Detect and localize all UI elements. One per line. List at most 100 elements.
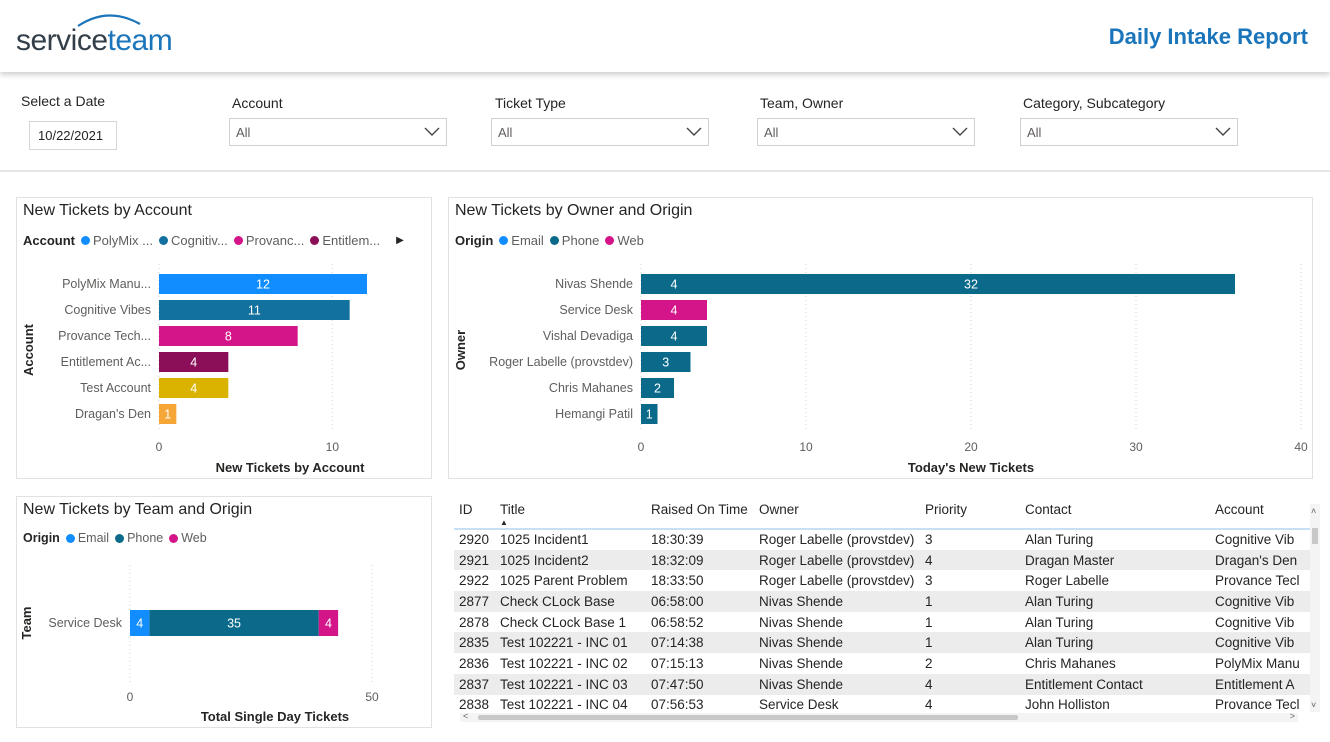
scroll-up-icon[interactable]: ˄	[1311, 506, 1317, 516]
table-row[interactable]: 2835 Test 102221 - INC 01 07:14:38 Nivas Sh…	[454, 632, 1310, 654]
table-cell-priority: 1	[920, 591, 1020, 612]
column-header-account[interactable]: Account	[1210, 496, 1310, 530]
table-row[interactable]: 2837 Test 102221 - INC 03 07:47:50 Nivas Sh…	[454, 673, 1310, 695]
table-cell-priority: 1	[920, 632, 1020, 654]
table-cell-contact: Roger Labelle	[1025, 573, 1110, 589]
table-vertical-scrollbar[interactable]: ˄ ˅	[1310, 504, 1320, 712]
column-header-priority[interactable]: Priority	[920, 496, 1020, 530]
x-axis-title: Today's New Tickets	[908, 460, 1034, 475]
team-chart-title: New Tickets by Team and Origin	[23, 501, 253, 518]
category-filter-dropdown[interactable]: All	[1020, 118, 1238, 146]
table-cell-raised-on-time: 18:32:09	[646, 549, 754, 571]
scroll-right-icon[interactable]: ˃	[1289, 711, 1295, 721]
ticket-type-filter-dropdown[interactable]: All	[491, 118, 709, 146]
legend-next-arrow-icon[interactable]: ▶	[396, 235, 404, 246]
scroll-left-icon[interactable]: ˂	[463, 711, 469, 721]
legend-dot	[549, 236, 559, 245]
date-input[interactable]: 10/22/2021	[29, 121, 117, 150]
table-cell-raised-on-time: 07:47:50	[646, 673, 754, 695]
column-header-title[interactable]: Title ▲	[495, 496, 646, 530]
legend-label: Web	[617, 233, 644, 248]
bar	[159, 274, 367, 294]
bar	[159, 352, 229, 372]
x-tick-label: 40	[1294, 440, 1308, 454]
ticket-type-filter-label: Ticket Type	[495, 95, 566, 111]
legend-item: Phone	[115, 531, 163, 545]
table-cell-id: 2922	[459, 573, 490, 589]
x-tick-label: 10	[326, 440, 340, 454]
table-row[interactable]: 2877 Check CLock Base 06:58:00 Nivas Shende…	[454, 591, 1310, 612]
table-row[interactable]: 2921 1025 Incident2 18:32:09 Roger Labelle …	[454, 549, 1310, 571]
table-cell-raised-on-time: 06:58:52	[651, 614, 704, 630]
x-tick-label: 0	[638, 440, 645, 454]
owner-chart-card: New Tickets by Owner and Origin Origin E…	[448, 197, 1313, 479]
table-cell-account: Cognitive Vib	[1215, 614, 1295, 630]
data-label: 35	[227, 617, 241, 631]
column-header-id[interactable]: ID	[454, 496, 495, 530]
chevron-down-icon	[424, 127, 440, 136]
column-header-contact[interactable]: Contact	[1020, 496, 1210, 530]
bar	[641, 404, 658, 424]
table-row[interactable]: 2838 Test 102221 - INC 04 07:56:53 Service …	[454, 695, 1310, 716]
table-row[interactable]: 2878 Check CLock Base 1 06:58:52 Nivas Shen…	[454, 612, 1310, 633]
tickets-table: ID Title ▲ Raised On Time Owner Priority …	[454, 496, 1310, 715]
table-cell-owner: Nivas Shende	[759, 655, 844, 671]
table-cell-owner: Nivas Shende	[754, 591, 920, 612]
table-cell-priority: 3	[925, 573, 933, 589]
logo-swoosh-icon	[77, 14, 141, 27]
table-cell-id: 2835	[454, 632, 495, 654]
table-cell-raised-on-time: 07:14:38	[646, 632, 754, 654]
scroll-down-icon[interactable]: ˅	[1311, 700, 1317, 710]
legend-label: Phone	[127, 531, 164, 545]
table-cell-owner: Roger Labelle (provstdev)	[759, 532, 915, 548]
table-cell-id: 2836	[459, 655, 490, 671]
filter-bar: Select a Date 10/22/2021 Account All Tic…	[0, 72, 1330, 172]
account-filter-dropdown[interactable]: All	[229, 118, 447, 146]
table-row[interactable]: 2922 1025 Parent Problem 18:33:50 Roger Lab…	[454, 570, 1310, 591]
table-cell-priority: 4	[920, 549, 1020, 571]
column-header-owner[interactable]: Owner	[754, 496, 920, 530]
vertical-scroll-thumb[interactable]	[1312, 528, 1318, 544]
column-header-raised-on-time[interactable]: Raised On Time	[646, 496, 754, 530]
horizontal-scroll-thumb[interactable]	[478, 715, 1018, 720]
report-header: serviceteam Daily Intake Report	[0, 0, 1330, 72]
legend-title: Origin	[455, 233, 494, 248]
team-owner-filter-dropdown[interactable]: All	[757, 118, 975, 146]
table-cell-title: Check CLock Base 1	[500, 614, 627, 630]
bar	[641, 352, 691, 372]
table-cell-account: Cognitive Vib	[1210, 632, 1310, 654]
account-filter-value: All	[236, 125, 251, 140]
bar	[641, 300, 707, 320]
legend-item: PolyMix ...	[81, 233, 153, 248]
legend-label: Email	[511, 233, 544, 248]
table-row[interactable]: 2836 Test 102221 - INC 02 07:15:13 Nivas Sh…	[454, 653, 1310, 674]
legend-label: Cognitiv...	[170, 233, 228, 248]
table-cell-account: Dragan's Den	[1210, 549, 1310, 571]
column-header-title-label: Title	[500, 502, 526, 517]
chevron-down-icon	[686, 127, 702, 136]
table-horizontal-scrollbar[interactable]: ˂ ˃	[460, 711, 1298, 722]
table-cell-account: Cognitive Vib	[1215, 532, 1295, 548]
legend-item: Cognitiv...	[158, 233, 228, 248]
table-cell-owner: Nivas Shende	[759, 614, 844, 630]
data-label: 1	[646, 408, 653, 422]
bar	[159, 378, 229, 398]
legend-label: PolyMix ...	[93, 233, 153, 248]
legend-item: Web	[169, 531, 207, 545]
x-tick-label: 30	[1129, 440, 1143, 454]
table-cell-contact: Entitlement Contact	[1020, 673, 1210, 695]
table-cell-contact: Alan Turing	[1025, 614, 1094, 630]
legend-dot	[233, 236, 243, 245]
account-chart-title: New Tickets by Account	[23, 202, 192, 219]
account-chart-legend: Account PolyMix ... Cognitiv... Provanc.…	[23, 233, 404, 248]
bar	[159, 300, 350, 320]
ticket-type-filter-value: All	[498, 125, 513, 140]
legend-item: Provanc...	[233, 233, 304, 248]
serviceteam-logo: serviceteam	[16, 12, 196, 62]
table-cell-account: Provance Tecl	[1215, 573, 1300, 589]
table-cell-owner: Roger Labelle (provstdev)	[759, 573, 915, 589]
table-cell-raised-on-time: 07:15:13	[651, 655, 704, 671]
table-row[interactable]: 2920 1025 Incident1 18:30:39 Roger Labelle …	[454, 529, 1310, 550]
table-cell-title: Test 102221 - INC 02	[500, 655, 628, 671]
legend-dot	[499, 236, 509, 245]
